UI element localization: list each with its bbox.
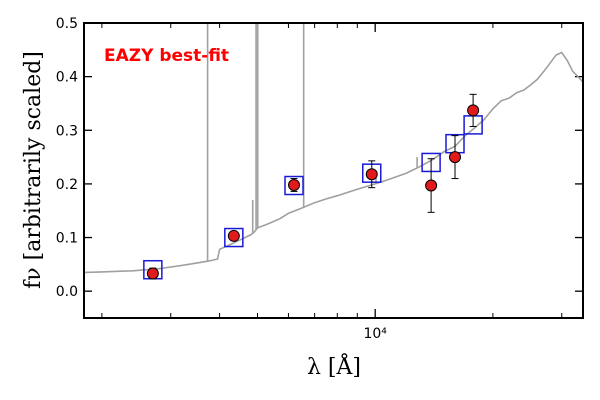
y-tick-label: 0.4 bbox=[56, 70, 78, 86]
y-tick-label: 0.1 bbox=[56, 231, 78, 247]
x-axis-label: λ [Å] bbox=[307, 352, 361, 380]
annotation-label: EAZY best-fit bbox=[104, 46, 229, 66]
observed-flux-point bbox=[288, 178, 301, 191]
observed-flux-point bbox=[449, 151, 462, 164]
y-axis-label: fν [arbitrarily scaled] bbox=[21, 51, 46, 289]
y-tick-label: 0.3 bbox=[56, 123, 78, 139]
y-tick-labels: 0.0 0.1 0.2 0.3 0.4 0.5 bbox=[56, 16, 78, 300]
observed-flux-point bbox=[227, 229, 240, 242]
model-flux-box bbox=[224, 227, 244, 248]
template-spectrum-line bbox=[84, 51, 583, 274]
observed-flux-point bbox=[146, 267, 159, 280]
tick-marks bbox=[84, 22, 583, 318]
y-tick-label: 0.0 bbox=[56, 284, 78, 300]
plot-area bbox=[84, 23, 583, 280]
model-flux-box bbox=[284, 175, 304, 196]
y-tick-label: 0.2 bbox=[56, 177, 78, 193]
plot-frame bbox=[83, 22, 584, 319]
observed-flux-point bbox=[467, 104, 480, 117]
x-tick-label: 10⁴ bbox=[363, 326, 387, 342]
observed-flux-point bbox=[425, 179, 438, 192]
x-tick-labels: 10⁴ bbox=[363, 326, 387, 342]
observed-flux-point bbox=[365, 168, 378, 181]
y-tick-label: 0.5 bbox=[56, 16, 78, 32]
